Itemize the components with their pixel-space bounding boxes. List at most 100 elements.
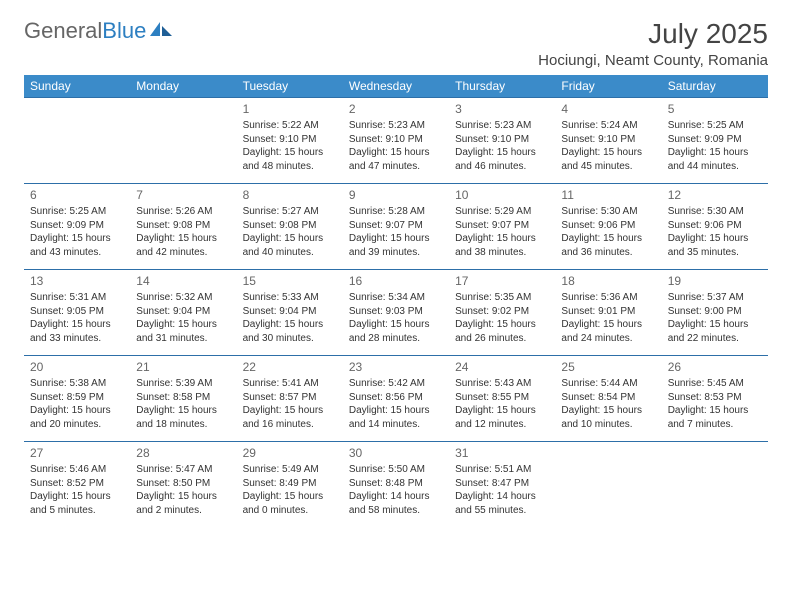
day1-text: Daylight: 15 hours [349,146,443,160]
day-cell: 1Sunrise: 5:22 AMSunset: 9:10 PMDaylight… [237,98,343,184]
sunset-text: Sunset: 8:58 PM [136,391,230,405]
sunset-text: Sunset: 9:10 PM [455,133,549,147]
day-cell: 13Sunrise: 5:31 AMSunset: 9:05 PMDayligh… [24,270,130,356]
day-cell [130,98,236,184]
sunset-text: Sunset: 8:49 PM [243,477,337,491]
sunrise-text: Sunrise: 5:22 AM [243,119,337,133]
sunset-text: Sunset: 8:57 PM [243,391,337,405]
sunset-text: Sunset: 8:55 PM [455,391,549,405]
day2-text: and 5 minutes. [30,504,124,518]
day-number: 10 [455,187,549,203]
sunrise-text: Sunrise: 5:50 AM [349,463,443,477]
day-number: 19 [668,273,762,289]
day-cell: 20Sunrise: 5:38 AMSunset: 8:59 PMDayligh… [24,356,130,442]
day1-text: Daylight: 15 hours [561,146,655,160]
sunrise-text: Sunrise: 5:35 AM [455,291,549,305]
day1-text: Daylight: 15 hours [455,318,549,332]
day-cell: 19Sunrise: 5:37 AMSunset: 9:00 PMDayligh… [662,270,768,356]
sunrise-text: Sunrise: 5:30 AM [561,205,655,219]
month-title: July 2025 [538,18,768,50]
day-number: 26 [668,359,762,375]
day-cell: 3Sunrise: 5:23 AMSunset: 9:10 PMDaylight… [449,98,555,184]
day-number: 6 [30,187,124,203]
day-cell [662,442,768,528]
sunset-text: Sunset: 9:03 PM [349,305,443,319]
sunrise-text: Sunrise: 5:25 AM [668,119,762,133]
sunset-text: Sunset: 9:09 PM [668,133,762,147]
sunrise-text: Sunrise: 5:31 AM [30,291,124,305]
day2-text: and 7 minutes. [668,418,762,432]
sunset-text: Sunset: 9:10 PM [349,133,443,147]
day-cell: 21Sunrise: 5:39 AMSunset: 8:58 PMDayligh… [130,356,236,442]
sunrise-text: Sunrise: 5:38 AM [30,377,124,391]
day1-text: Daylight: 15 hours [668,232,762,246]
day-number: 3 [455,101,549,117]
day1-text: Daylight: 15 hours [136,404,230,418]
day-cell: 10Sunrise: 5:29 AMSunset: 9:07 PMDayligh… [449,184,555,270]
day2-text: and 22 minutes. [668,332,762,346]
logo-sails-icon [148,20,174,38]
day-header: Wednesday [343,75,449,98]
day1-text: Daylight: 15 hours [136,490,230,504]
day-number: 25 [561,359,655,375]
day1-text: Daylight: 15 hours [349,318,443,332]
day2-text: and 48 minutes. [243,160,337,174]
sunrise-text: Sunrise: 5:51 AM [455,463,549,477]
day-cell: 17Sunrise: 5:35 AMSunset: 9:02 PMDayligh… [449,270,555,356]
day2-text: and 2 minutes. [136,504,230,518]
day-header: Thursday [449,75,555,98]
sunset-text: Sunset: 8:50 PM [136,477,230,491]
sunrise-text: Sunrise: 5:30 AM [668,205,762,219]
day-number: 2 [349,101,443,117]
brand-logo: GeneralBlue [24,18,174,44]
sunrise-text: Sunrise: 5:44 AM [561,377,655,391]
day-cell: 12Sunrise: 5:30 AMSunset: 9:06 PMDayligh… [662,184,768,270]
day-number: 11 [561,187,655,203]
day-number: 16 [349,273,443,289]
day2-text: and 36 minutes. [561,246,655,260]
day-cell: 6Sunrise: 5:25 AMSunset: 9:09 PMDaylight… [24,184,130,270]
sunset-text: Sunset: 8:59 PM [30,391,124,405]
day1-text: Daylight: 15 hours [243,232,337,246]
day2-text: and 43 minutes. [30,246,124,260]
day1-text: Daylight: 15 hours [561,232,655,246]
day-cell: 27Sunrise: 5:46 AMSunset: 8:52 PMDayligh… [24,442,130,528]
day1-text: Daylight: 15 hours [30,318,124,332]
day-number: 27 [30,445,124,461]
day1-text: Daylight: 15 hours [349,232,443,246]
day-header-row: Sunday Monday Tuesday Wednesday Thursday… [24,75,768,98]
sunrise-text: Sunrise: 5:28 AM [349,205,443,219]
day2-text: and 40 minutes. [243,246,337,260]
day-number: 1 [243,101,337,117]
day-cell: 24 Sunrise: 5:43 AMSunset: 8:55 PMDayligh… [449,356,555,442]
day2-text: and 33 minutes. [30,332,124,346]
sunrise-text: Sunrise: 5:47 AM [136,463,230,477]
sunset-text: Sunset: 9:07 PM [455,219,549,233]
day2-text: and 18 minutes. [136,418,230,432]
week-row: 27Sunrise: 5:46 AMSunset: 8:52 PMDayligh… [24,442,768,528]
day1-text: Daylight: 15 hours [455,404,549,418]
week-row: 6Sunrise: 5:25 AMSunset: 9:09 PMDaylight… [24,184,768,270]
sunset-text: Sunset: 8:48 PM [349,477,443,491]
day1-text: Daylight: 15 hours [455,146,549,160]
day-number: 9 [349,187,443,203]
day-number: 31 [455,445,549,461]
sunset-text: Sunset: 8:47 PM [455,477,549,491]
sunrise-text: Sunrise: 5:32 AM [136,291,230,305]
day1-text: Daylight: 15 hours [668,318,762,332]
sunset-text: Sunset: 8:52 PM [30,477,124,491]
day-header: Tuesday [237,75,343,98]
day2-text: and 10 minutes. [561,418,655,432]
sunrise-text: Sunrise: 5:42 AM [349,377,443,391]
header: GeneralBlue July 2025 Hociungi, Neamt Co… [24,18,768,69]
day-cell [555,442,661,528]
title-block: July 2025 Hociungi, Neamt County, Romani… [538,18,768,69]
day2-text: and 35 minutes. [668,246,762,260]
sunset-text: Sunset: 9:06 PM [561,219,655,233]
day-number: 24 [455,359,549,375]
sunset-text: Sunset: 9:00 PM [668,305,762,319]
sunrise-text: Sunrise: 5:43 AM [455,377,549,391]
day-cell: 8Sunrise: 5:27 AMSunset: 9:08 PMDaylight… [237,184,343,270]
sunrise-text: Sunrise: 5:34 AM [349,291,443,305]
day2-text: and 46 minutes. [455,160,549,174]
